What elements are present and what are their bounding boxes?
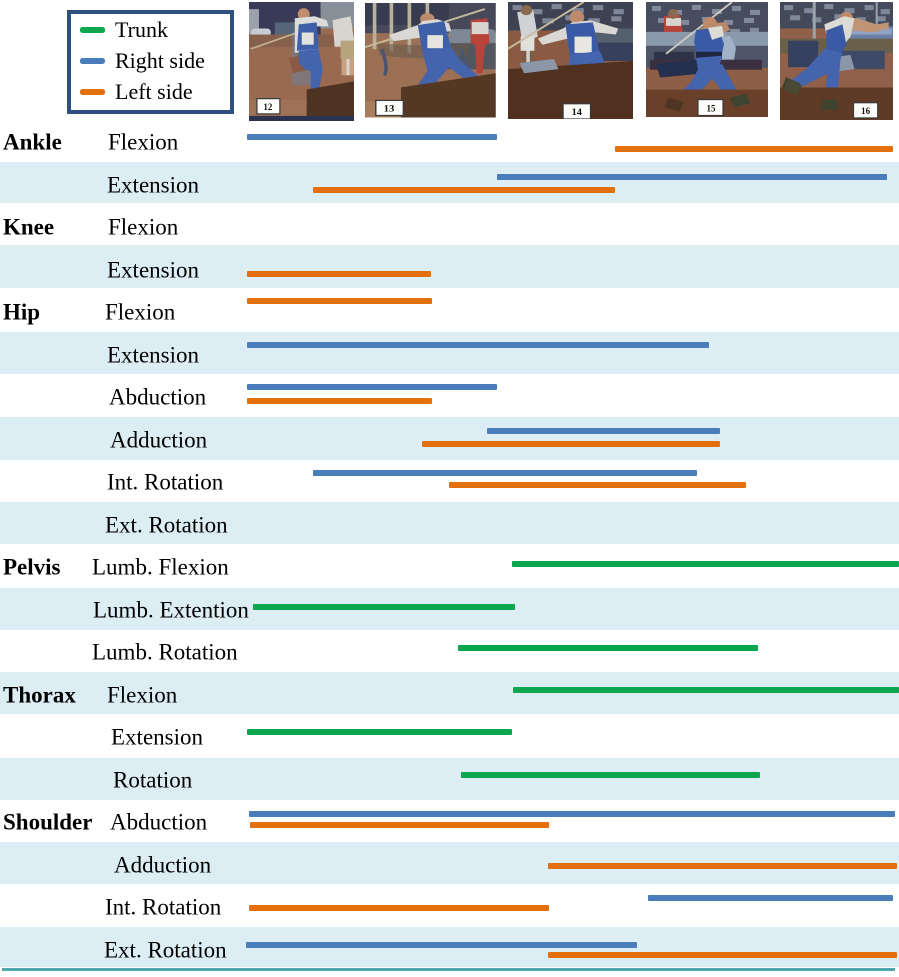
svg-text:13: 13	[384, 104, 395, 114]
svg-text:16: 16	[861, 106, 870, 116]
svg-text:15: 15	[707, 103, 717, 113]
svg-text:12: 12	[263, 102, 272, 112]
svg-text:14: 14	[572, 107, 582, 117]
